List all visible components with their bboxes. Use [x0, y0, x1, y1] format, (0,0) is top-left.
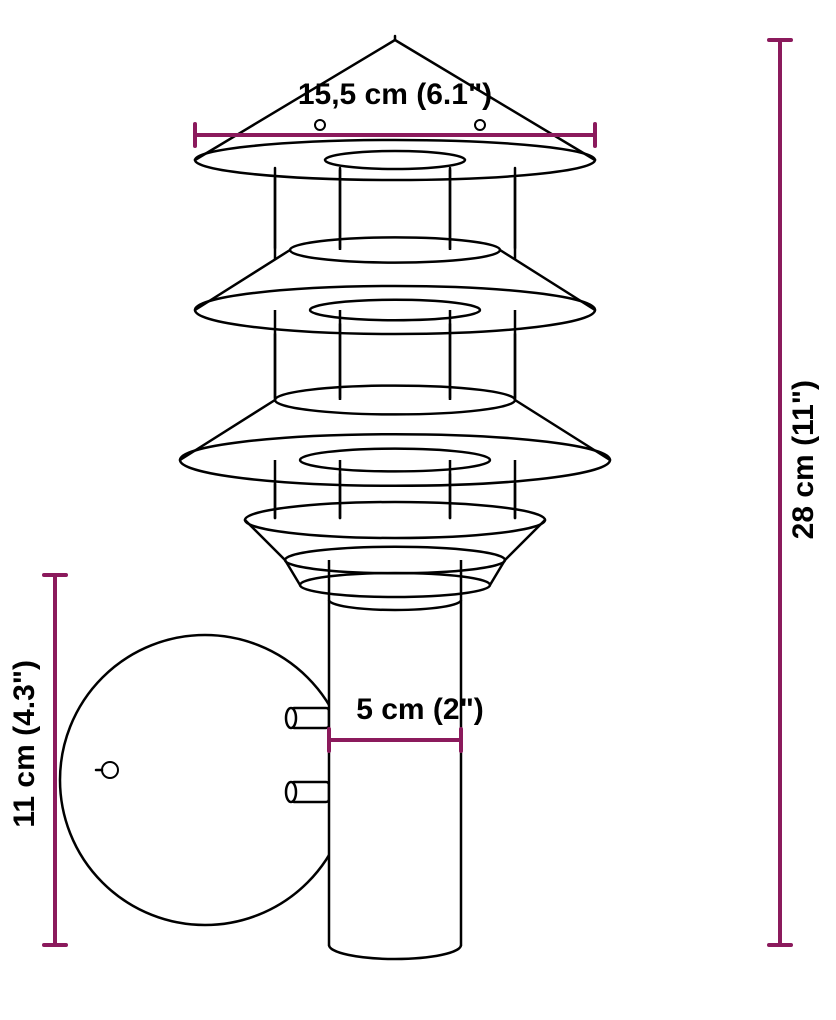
dim-label-right-height: 28 cm (11")	[787, 380, 821, 539]
dim-label-top-width: 15,5 cm (6.1")	[195, 78, 595, 112]
diagram-svg	[0, 0, 836, 1020]
dim-label-left-height: 11 cm (4.3")	[8, 660, 42, 828]
dim-label-tube-width: 5 cm (2")	[300, 693, 540, 727]
